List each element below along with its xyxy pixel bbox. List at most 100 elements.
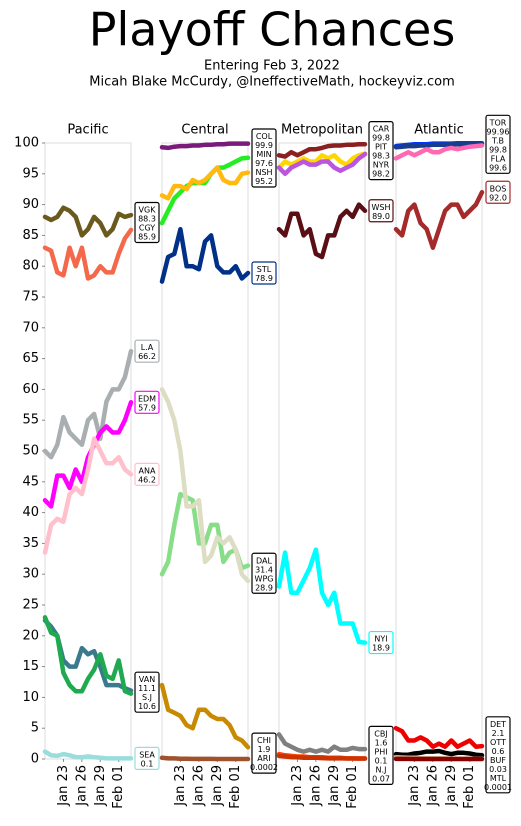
series-line (276, 151, 368, 170)
label-value: 99.8 (489, 145, 507, 154)
label-value: 98.3 (372, 152, 390, 161)
y-tick-label: 20 (22, 628, 39, 643)
label-value: 78.9 (255, 274, 273, 283)
label-name: FLA (491, 154, 506, 163)
series-line (159, 755, 251, 762)
series-line (159, 165, 251, 201)
label-name: S.J (142, 693, 152, 702)
title: Playoff Chances (89, 3, 456, 57)
label-name: STL (257, 265, 272, 274)
label-value: 88.3 (138, 214, 156, 223)
panel-title: Pacific (67, 123, 108, 138)
label-name: N.J (376, 765, 387, 774)
y-tick-label: 45 (22, 474, 39, 489)
series-line (159, 387, 251, 584)
label-name: CAR (373, 125, 390, 134)
subtitle: Micah Blake McCurdy, @IneffectiveMath, h… (89, 75, 455, 90)
label-value: 0.0002 (250, 763, 278, 772)
y-tick-label: 0 (31, 752, 39, 767)
label-box (251, 732, 277, 774)
series-line (42, 400, 134, 509)
label-value: 85.9 (138, 232, 156, 241)
series-line (276, 151, 368, 177)
x-tick-label: Jan 26 (308, 765, 323, 807)
series-line (42, 749, 134, 761)
series-line (393, 143, 485, 161)
label-name: COL (256, 132, 273, 141)
label-box (134, 390, 160, 414)
y-tick-label: 75 (22, 290, 39, 305)
y-tick-label: 5 (31, 721, 39, 736)
series-line (42, 227, 134, 281)
label-value: 66.2 (138, 352, 156, 361)
y-tick-label: 10 (22, 690, 39, 705)
label-box (485, 114, 511, 174)
x-tick-label: Jan 26 (74, 765, 89, 807)
y-tick-label: 95 (22, 166, 39, 181)
label-value: 99.8 (372, 134, 390, 143)
label-name: MTL (490, 774, 507, 783)
label-box (485, 716, 511, 794)
series-line (393, 190, 485, 250)
x-tick-label: Jan 23 (290, 765, 305, 807)
x-tick-label: Jan 26 (191, 765, 206, 807)
label-name: CBJ (374, 729, 387, 738)
y-tick-label: 60 (22, 382, 39, 397)
label-value: 89.0 (372, 212, 390, 221)
label-value: 99.6 (489, 163, 507, 172)
label-name: WPG (255, 574, 274, 583)
label-name: T.B (491, 136, 504, 145)
series-line (42, 348, 134, 460)
label-value: 99.9 (255, 141, 273, 150)
label-name: PHI (374, 747, 387, 756)
y-tick-label: 30 (22, 567, 39, 582)
series-line (393, 748, 485, 758)
label-name: DAL (256, 556, 272, 565)
label-box (134, 671, 160, 713)
label-value: 0.03 (489, 765, 507, 774)
label-name: OTT (490, 738, 506, 747)
x-tick-label: Feb 01 (111, 765, 126, 809)
label-value: 92.0 (489, 193, 507, 202)
series-line (159, 682, 251, 750)
x-tick-label: Jan 23 (56, 765, 71, 807)
panel-title: Central (181, 123, 228, 138)
y-tick-label: 35 (22, 536, 39, 551)
label-value: 1.6 (375, 738, 388, 747)
label-name: MIN (256, 150, 271, 159)
y-tick-label: 100 (14, 136, 39, 151)
panel-title: Atlantic (414, 123, 463, 138)
label-value: 57.9 (138, 403, 156, 412)
y-tick-label: 50 (22, 444, 39, 459)
label-name: VAN (139, 675, 155, 684)
x-tick-label: Feb 01 (462, 765, 477, 809)
label-name: BUF (490, 756, 506, 765)
label-name: CGY (139, 223, 155, 232)
label-name: ANA (139, 466, 156, 475)
label-value: 98.2 (372, 170, 390, 179)
subtitle: Entering Feb 3, 2022 (204, 59, 340, 74)
y-tick-label: 90 (22, 197, 39, 212)
label-box (134, 462, 160, 487)
y-tick-label: 80 (22, 259, 39, 274)
label-name: VGK (139, 205, 157, 214)
series-line (42, 615, 134, 696)
label-name: TOR (489, 118, 507, 127)
x-tick-label: Jan 29 (444, 765, 459, 807)
label-value: 95.2 (255, 177, 273, 186)
x-tick-label: Feb 01 (345, 765, 360, 809)
label-name: WSH (371, 203, 390, 212)
series-line (276, 753, 368, 761)
panel-frame (161, 142, 249, 760)
label-value: 1.9 (258, 745, 271, 754)
y-tick-label: 65 (22, 351, 39, 366)
label-box (251, 261, 277, 285)
label-value: 28.9 (255, 583, 273, 592)
label-name: ARI (257, 754, 270, 763)
label-box (368, 630, 394, 655)
label-value: 31.4 (255, 565, 273, 574)
label-box (485, 180, 511, 204)
label-box (134, 339, 160, 363)
y-tick-label: 25 (22, 598, 39, 613)
label-value: 2.1 (492, 729, 505, 738)
